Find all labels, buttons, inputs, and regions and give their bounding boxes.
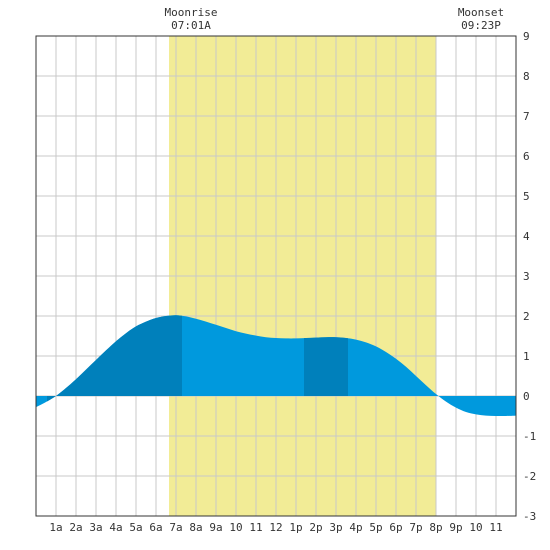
- y-tick-label: 0: [523, 390, 530, 403]
- x-tick-label: 2a: [69, 521, 82, 534]
- y-tick-label: 1: [523, 350, 530, 363]
- y-tick-label: 6: [523, 150, 530, 163]
- x-tick-label: 11: [489, 521, 502, 534]
- y-tick-label: 7: [523, 110, 530, 123]
- y-tick-label: -1: [523, 430, 536, 443]
- y-tick-label: -2: [523, 470, 536, 483]
- x-tick-label: 11: [249, 521, 262, 534]
- x-tick-label: 7a: [169, 521, 182, 534]
- x-tick-label: 5a: [129, 521, 142, 534]
- x-tick-label: 3p: [329, 521, 342, 534]
- moonset-header: Moonset 09:23P: [446, 6, 516, 32]
- x-tick-label: 9p: [449, 521, 462, 534]
- x-tick-label: 5p: [369, 521, 382, 534]
- x-tick-label: 3a: [89, 521, 102, 534]
- x-tick-label: 9a: [209, 521, 222, 534]
- x-tick-label: 7p: [409, 521, 422, 534]
- x-tick-label: 6a: [149, 521, 162, 534]
- x-tick-label: 4p: [349, 521, 362, 534]
- x-tick-label: 10: [469, 521, 482, 534]
- x-tick-labels: 1a 2a 3a 4a 5a 6a 7a 8a 9a 10 11 12 1p 2p 3p 4p 5p 6p 7p 8p…: [49, 521, 502, 534]
- moonrise-label: Moonrise: [164, 6, 218, 19]
- y-tick-label: -3: [523, 510, 536, 523]
- moonset-label: Moonset: [457, 6, 505, 19]
- moonrise-time: 07:01A: [171, 19, 211, 32]
- y-tick-label: 9: [523, 30, 530, 43]
- y-tick-label: 8: [523, 70, 530, 83]
- x-tick-label: 6p: [389, 521, 402, 534]
- x-tick-label: 12: [269, 521, 282, 534]
- x-tick-label: 8a: [189, 521, 202, 534]
- x-tick-label: 8p: [429, 521, 442, 534]
- y-tick-label: 5: [523, 190, 530, 203]
- y-tick-labels: -3 -2 -1 0 1 2 3 4 5 6 7 8 9: [523, 30, 536, 523]
- y-tick-label: 3: [523, 270, 530, 283]
- x-tick-label: 4a: [109, 521, 122, 534]
- y-tick-label: 2: [523, 310, 530, 323]
- moonrise-header: Moonrise 07:01A: [156, 6, 226, 32]
- x-tick-label: 2p: [309, 521, 322, 534]
- x-tick-label: 1a: [49, 521, 62, 534]
- x-tick-label: 1p: [289, 521, 302, 534]
- moonset-time: 09:23P: [461, 19, 501, 32]
- plot-frame: [35, 35, 517, 517]
- x-tick-label: 10: [229, 521, 242, 534]
- y-tick-label: 4: [523, 230, 530, 243]
